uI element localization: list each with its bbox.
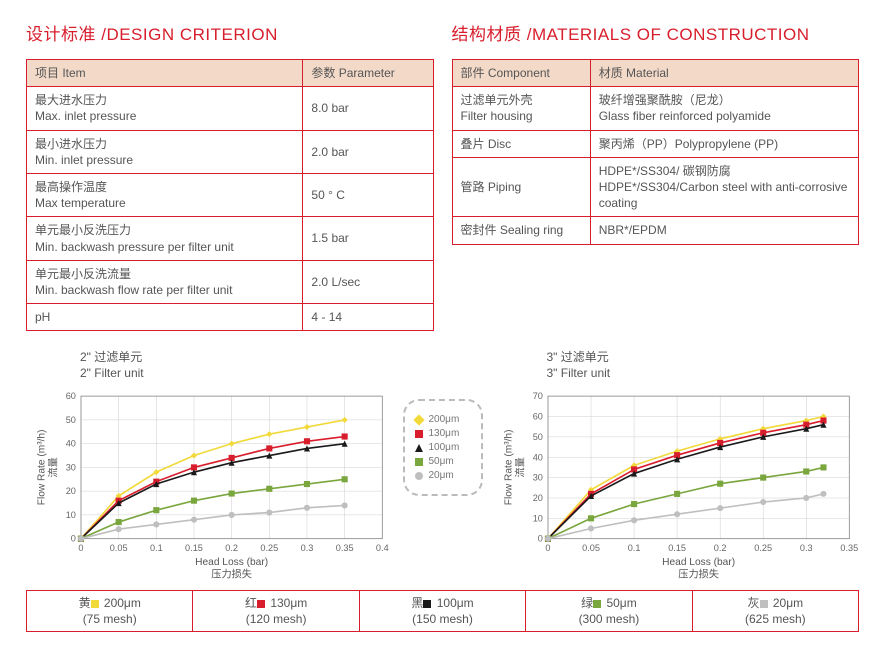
cell: 1.5 bar (303, 217, 433, 260)
svg-text:10: 10 (532, 513, 542, 523)
cell: 2.0 bar (303, 130, 433, 173)
cell: 玻纤增强聚酰胺（尼龙）Glass fiber reinforced polyam… (590, 87, 858, 130)
svg-text:0: 0 (537, 533, 542, 543)
legend-item: 50μm (415, 456, 471, 467)
materials-table: 部件 Component 材质 Material 过滤单元外壳Filter ho… (452, 59, 860, 245)
svg-text:Head Loss (bar): Head Loss (bar) (662, 557, 735, 568)
chart1-svg: 0 10 20 30 40 50 60 0 0.05 0.1 0.15 0.2 0.25 0.3 0.35 0… (26, 388, 393, 581)
svg-text:0: 0 (71, 533, 76, 543)
cell: 50 ° C (303, 173, 433, 216)
cell: 最大进水压力Max. inlet pressure (27, 87, 303, 130)
svg-text:Flow Rate (m³/h): Flow Rate (m³/h) (503, 429, 514, 505)
svg-text:0.1: 0.1 (150, 543, 163, 553)
svg-text:压力损失: 压力损失 (211, 567, 252, 580)
svg-text:Flow Rate (m³/h): Flow Rate (m³/h) (36, 429, 47, 505)
svg-text:60: 60 (532, 411, 542, 421)
svg-text:0.25: 0.25 (260, 543, 278, 553)
cell: 4 - 14 (303, 304, 433, 331)
cell: 8.0 bar (303, 87, 433, 130)
svg-text:20: 20 (66, 486, 76, 496)
cell: 最小进水压力Min. inlet pressure (27, 130, 303, 173)
design-h1: 参数 Parameter (303, 60, 433, 87)
legend-item: 20μm (415, 470, 471, 481)
svg-text:50: 50 (532, 432, 542, 442)
chart1-title: 2" 过滤单元2" Filter unit (80, 349, 393, 381)
cell: 聚丙烯（PP）Polypropylene (PP) (590, 130, 858, 157)
svg-text:0.15: 0.15 (668, 543, 686, 553)
svg-text:0.3: 0.3 (799, 543, 812, 553)
svg-text:30: 30 (66, 462, 76, 472)
svg-text:Head Loss (bar): Head Loss (bar) (195, 557, 268, 568)
cell: 过滤单元外壳Filter housing (452, 87, 590, 130)
svg-text:0: 0 (545, 543, 550, 553)
cell: NBR*/EPDM (590, 217, 858, 244)
svg-text:30: 30 (532, 472, 542, 482)
svg-text:0.05: 0.05 (110, 543, 128, 553)
svg-text:0.05: 0.05 (582, 543, 600, 553)
svg-text:60: 60 (66, 391, 76, 401)
svg-text:50: 50 (66, 415, 76, 425)
design-table: 项目 Item 参数 Parameter 最大进水压力Max. inlet pr… (26, 59, 434, 331)
materials-h1: 材质 Material (590, 60, 858, 87)
svg-text:10: 10 (66, 510, 76, 520)
cell: 密封件 Sealing ring (452, 217, 590, 244)
materials-title: 结构材质 /MATERIALS OF CONSTRUCTION (452, 20, 860, 45)
svg-text:压力损失: 压力损失 (678, 567, 719, 580)
svg-text:0.25: 0.25 (754, 543, 772, 553)
design-h0: 项目 Item (27, 60, 303, 87)
legend-item: 130μm (415, 428, 471, 439)
legend-bar-cell: 灰 20μm(625 mesh) (693, 591, 858, 631)
svg-text:0.15: 0.15 (185, 543, 203, 553)
cell: 单元最小反洗压力Min. backwash pressure per filte… (27, 217, 303, 260)
svg-text:流量: 流量 (513, 457, 526, 477)
design-title: 设计标准 /DESIGN CRITERION (26, 20, 434, 45)
legend-bar: 黄 200μm(75 mesh)红 130μm(120 mesh)黑 100μm… (26, 590, 859, 632)
svg-text:0.2: 0.2 (713, 543, 726, 553)
cell: 叠片 Disc (452, 130, 590, 157)
legend-item: 200μm (415, 414, 471, 425)
svg-text:0.3: 0.3 (301, 543, 314, 553)
cell: HDPE*/SS304/ 碳钢防腐HDPE*/SS304/Carbon stee… (590, 157, 858, 217)
svg-text:40: 40 (532, 452, 542, 462)
cell: 单元最小反洗流量Min. backwash flow rate per filt… (27, 260, 303, 303)
cell: 管路 Piping (452, 157, 590, 217)
legend-bar-cell: 红 130μm(120 mesh) (193, 591, 359, 631)
legend-bar-cell: 黄 200μm(75 mesh) (27, 591, 193, 631)
svg-text:0.35: 0.35 (336, 543, 354, 553)
legend-bar-cell: 黑 100μm(150 mesh) (360, 591, 526, 631)
chart2-title: 3" 过滤单元3" Filter unit (547, 349, 860, 381)
cell: 2.0 L/sec (303, 260, 433, 303)
chart2-svg: 0 10 20 30 40 50 60 70 0 0.05 0.1 0.15 0.2 0.25 0.3 0.3… (493, 388, 860, 581)
svg-text:40: 40 (66, 438, 76, 448)
svg-text:0.35: 0.35 (840, 543, 858, 553)
materials-h0: 部件 Component (452, 60, 590, 87)
svg-text:流量: 流量 (47, 457, 60, 477)
svg-text:70: 70 (532, 391, 542, 401)
cell: pH (27, 304, 303, 331)
cell: 最高操作温度Max temperature (27, 173, 303, 216)
svg-text:0.2: 0.2 (225, 543, 238, 553)
legend-box: 200μm 130μm 100μm 50μm 20μm (403, 399, 483, 496)
legend-item: 100μm (415, 442, 471, 453)
svg-text:0.4: 0.4 (376, 543, 389, 553)
svg-text:0.1: 0.1 (627, 543, 640, 553)
svg-text:20: 20 (532, 493, 542, 503)
legend-bar-cell: 绿 50μm(300 mesh) (526, 591, 692, 631)
svg-text:0: 0 (78, 543, 83, 553)
